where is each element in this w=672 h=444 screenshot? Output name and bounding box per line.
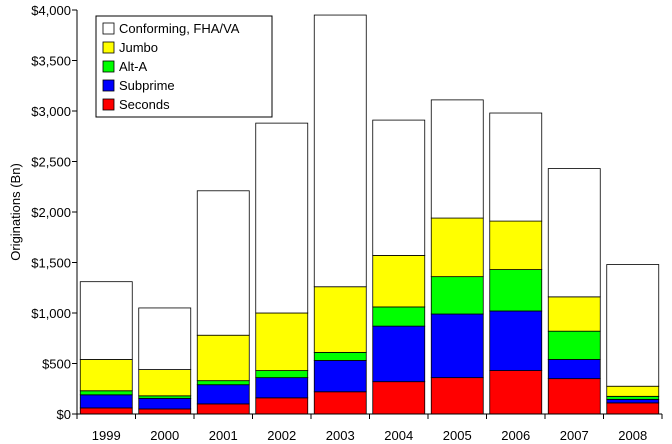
bar-segment: [489, 370, 543, 415]
y-tick-label: $2,500: [31, 155, 71, 170]
bar-segment: [313, 391, 367, 415]
bar-segment: [372, 381, 426, 415]
x-tick-label: 2004: [384, 428, 413, 443]
y-tick-label: $1,500: [31, 256, 71, 271]
x-tick-label: 2007: [560, 428, 589, 443]
bar-segment: [547, 168, 601, 298]
bar-segment: [606, 264, 660, 387]
bar-segment: [430, 217, 484, 278]
legend-swatch: [102, 22, 115, 35]
x-tick-label: 2000: [150, 428, 179, 443]
bar-segment: [606, 395, 660, 400]
x-ticks-group: 1999 2000 2001 2002 2003 2004 2005 2006 2007 2008: [76, 414, 663, 443]
legend-box: [95, 15, 273, 118]
bar-segment: [313, 351, 367, 361]
y-axis-title: Originations (Bn): [8, 163, 23, 261]
bar-segment: [138, 408, 192, 415]
x-tick-label: 1999: [92, 428, 121, 443]
bar-segment: [79, 407, 133, 415]
bar-segment: [79, 390, 133, 396]
bars-group: [79, 14, 660, 415]
bar-segment: [606, 402, 660, 415]
bar-segment: [430, 99, 484, 219]
y-tick-label: $2,000: [31, 205, 71, 220]
y-tick-label: $3,000: [31, 104, 71, 119]
bar-segment: [606, 385, 660, 397]
bar-segment: [138, 369, 192, 397]
bar-segment: [255, 312, 309, 371]
legend-label: Subprime: [119, 78, 175, 93]
legend-swatch: [102, 41, 115, 54]
legend-label: Conforming, FHA/VA: [119, 21, 240, 36]
x-tick-label: 2006: [501, 428, 530, 443]
bar-segment: [372, 306, 426, 327]
bar-segment: [430, 276, 484, 315]
bar-segment: [255, 370, 309, 379]
y-tick-label: $3,500: [31, 54, 71, 69]
bar-segment: [606, 398, 660, 404]
bar-segment: [489, 269, 543, 312]
bar-segment: [489, 220, 543, 270]
bar-segment: [547, 378, 601, 415]
bar-segment: [547, 330, 601, 360]
bar-segment: [313, 360, 367, 393]
bar-segment: [313, 286, 367, 353]
legend: Conforming, FHA/VA Jumbo Alt-A Subprime Seco…: [95, 15, 273, 118]
bar-segment: [79, 394, 133, 409]
x-tick-label: 2005: [443, 428, 472, 443]
y-tick-label: $0: [57, 407, 71, 422]
legend-label: Jumbo: [119, 40, 158, 55]
bar-segment: [547, 296, 601, 332]
bar-segment: [489, 112, 543, 222]
bar-segment: [255, 377, 309, 399]
bar-segment: [196, 403, 250, 415]
bar-segment: [547, 359, 601, 380]
bar-segment: [489, 310, 543, 371]
x-tick-label: 2001: [209, 428, 238, 443]
bar-segment: [196, 334, 250, 382]
x-tick-label: 2003: [326, 428, 355, 443]
bar-segment: [79, 281, 133, 360]
legend-swatch: [102, 98, 115, 111]
bar-segment: [196, 384, 250, 405]
legend-label: Alt-A: [119, 59, 148, 74]
bar-segment: [313, 14, 367, 288]
bar-segment: [196, 380, 250, 386]
y-tick-label: $4,000: [31, 3, 71, 18]
legend-swatch: [102, 79, 115, 92]
bar-segment: [255, 397, 309, 415]
legend-label: Seconds: [119, 97, 170, 112]
bar-segment: [196, 190, 250, 336]
bar-segment: [255, 122, 309, 314]
legend-swatch: [102, 60, 115, 73]
bar-segment: [372, 255, 426, 308]
y-ticks-group: $0 $500 $1,000 $1,500 $2,000 $2,500 $3,000 $3,5…: [31, 3, 77, 422]
y-tick-label: $500: [42, 357, 71, 372]
x-tick-label: 2002: [267, 428, 296, 443]
x-tick-label: 2008: [618, 428, 647, 443]
y-tick-label: $1,000: [31, 306, 71, 321]
bar-segment: [372, 119, 426, 256]
bar-segment: [372, 325, 426, 383]
bar-segment: [138, 307, 192, 370]
bar-segment: [430, 377, 484, 415]
bar-segment: [430, 313, 484, 379]
bar-segment: [79, 359, 133, 392]
bar-segment: [138, 397, 192, 410]
